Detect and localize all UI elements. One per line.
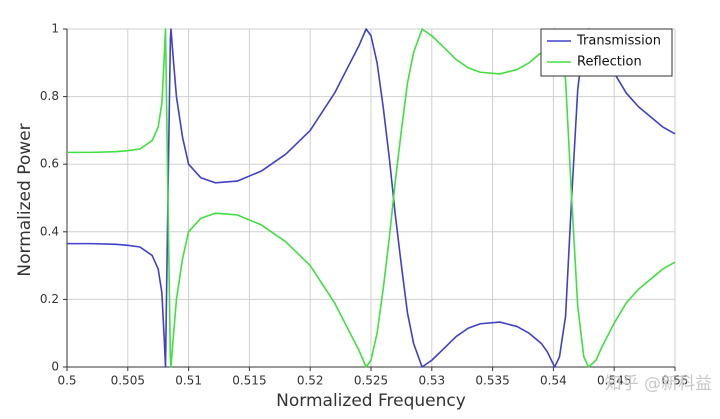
legend-label: Reflection bbox=[577, 55, 642, 70]
watermark: 知乎 @新科益 bbox=[605, 374, 712, 394]
x-tick-label: 0.545 bbox=[597, 374, 631, 388]
y-axis-title: Normalized Power bbox=[15, 123, 35, 276]
y-tick-label: 0.4 bbox=[40, 224, 59, 238]
y-tick-label: 1 bbox=[51, 22, 59, 36]
x-tick-label: 0.525 bbox=[354, 374, 388, 388]
y-tick-label: 0.8 bbox=[40, 89, 59, 103]
x-tick-label: 0.55 bbox=[662, 374, 689, 388]
legend-label: Transmission bbox=[576, 34, 661, 49]
series-line bbox=[67, 28, 676, 368]
y-tick-label: 0.2 bbox=[40, 292, 59, 306]
x-tick-label: 0.51 bbox=[175, 374, 202, 388]
x-tick-label: 0.535 bbox=[475, 374, 509, 388]
y-tick-label: 0 bbox=[51, 360, 59, 374]
x-tick-label: 0.53 bbox=[418, 374, 445, 388]
y-tick-label: 0.6 bbox=[40, 157, 59, 171]
x-tick-label: 0.54 bbox=[540, 374, 567, 388]
x-axis-title: Normalized Frequency bbox=[276, 391, 466, 411]
x-tick-label: 0.5 bbox=[57, 374, 76, 388]
x-tick-label: 0.515 bbox=[232, 374, 266, 388]
legend-box bbox=[540, 28, 673, 77]
x-tick-label: 0.505 bbox=[111, 374, 145, 388]
x-tick-label: 0.52 bbox=[297, 374, 324, 388]
